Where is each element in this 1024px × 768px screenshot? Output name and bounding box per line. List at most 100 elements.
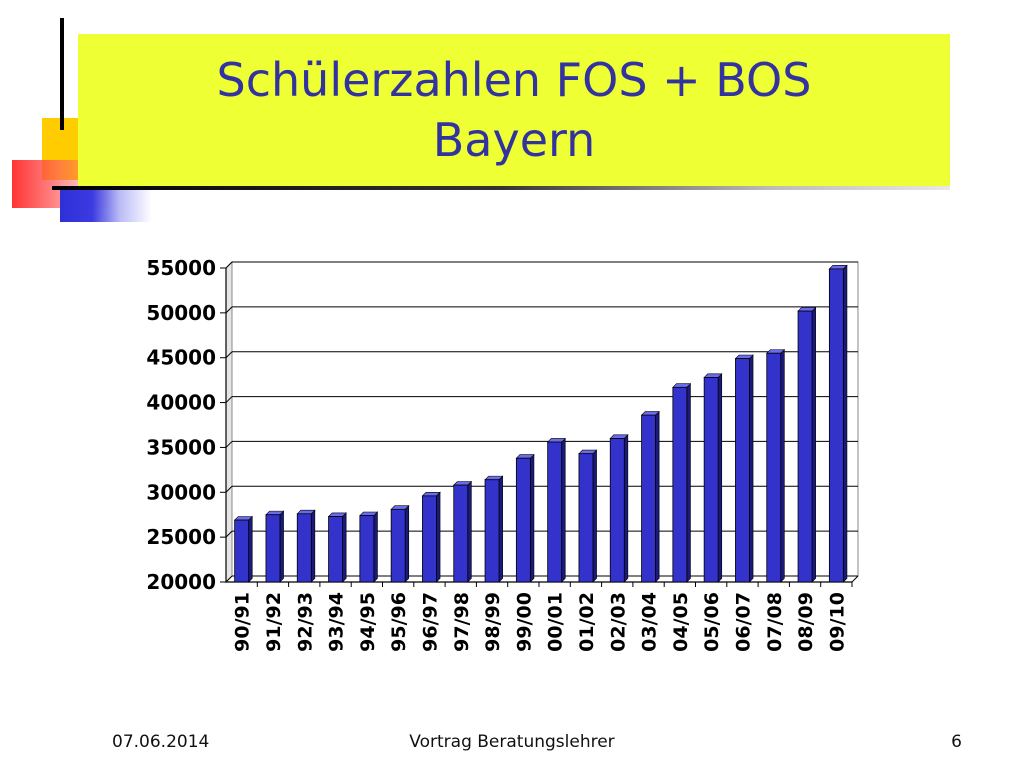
x-tick-label: 94/95 [357,592,379,652]
bar-top [233,516,253,521]
bar-side [811,306,816,583]
bar-top [327,512,347,517]
bar-top [546,438,566,443]
x-tick-label: 08/09 [795,592,817,652]
decor-blue-bar [60,186,152,222]
bar-side [780,348,785,583]
bar-side [404,505,410,583]
bar-top [578,449,598,455]
x-tick-label: 95/96 [388,592,410,652]
bar-side [373,511,378,583]
bar-top [359,511,379,516]
bar-top [484,475,504,481]
y-tick-label: 40000 [146,391,216,415]
bar [672,386,688,583]
x-tick-label: 93/94 [326,592,348,652]
bar-side [498,475,503,583]
bar-top [640,411,660,416]
bar-side [248,515,253,583]
bar [453,484,469,583]
bar [766,352,782,583]
decor-horizontal-line [52,186,950,190]
bar [296,513,312,583]
gridline-depth [225,396,233,403]
gridline-depth [225,306,233,314]
bar-top [421,491,441,497]
plot-back-wall [231,261,859,577]
decor-vertical-line [60,18,64,130]
bar-side [467,480,472,583]
y-tick-label: 30000 [146,480,216,504]
bar [234,519,250,583]
bar-side [592,449,597,583]
bar-side [279,510,284,583]
x-tick-label: 02/03 [607,592,629,652]
bar [390,508,406,583]
bar [641,414,656,583]
x-tick-label: 91/92 [263,592,285,652]
y-tick-label: 25000 [146,525,216,549]
x-tick-label: 98/99 [482,592,504,652]
x-tick-label: 99/00 [513,592,535,652]
slide-title: Schülerzahlen FOS + BOS Bayern [216,53,812,167]
bar [515,457,531,583]
bar-side [310,509,316,583]
x-tick-label: 92/93 [294,592,316,652]
bar-side [342,512,347,583]
gridline-depth [225,351,233,359]
bar-side [686,382,691,583]
bar-side [561,437,566,583]
bar-top [265,510,285,516]
bar-top [766,349,786,354]
bar [265,514,281,583]
bar [359,515,375,583]
x-tick-label: 01/02 [576,592,598,652]
bar [547,441,563,583]
x-tick-label: 07/08 [764,592,786,652]
bar-top [296,509,316,515]
x-tick-label: 04/05 [670,592,692,652]
gridline-depth [225,575,233,583]
bar [828,268,844,583]
bar-top [672,383,692,388]
y-tick-label: 35000 [146,435,216,459]
x-axis-depth [851,575,859,583]
x-tick-label: 09/10 [826,592,848,652]
bar-top [453,481,473,486]
x-tick-label: 06/07 [732,592,754,652]
bar-side [655,410,660,583]
x-tick-label: 00/01 [545,592,567,652]
bar [328,516,343,583]
bar [422,495,437,583]
bar [797,310,813,583]
bar-top [703,373,723,378]
bar-top [390,505,410,510]
page-number: 6 [951,732,962,752]
bar-top [515,454,535,459]
bar-side [717,373,723,583]
footer-date: 07.06.2014 [112,732,210,752]
x-tick-label: 97/98 [451,592,473,652]
y-tick-label: 20000 [146,570,216,594]
bar [703,377,719,583]
gridline-depth [225,441,233,448]
gridline-depth [225,485,233,493]
footer-title: Vortrag Beratungslehrer [409,732,615,752]
bar [735,358,750,583]
y-tick-label: 45000 [146,346,216,370]
bar-top [828,264,848,270]
title-banner: Schülerzahlen FOS + BOS Bayern [78,34,950,186]
x-tick-label: 05/06 [701,592,723,652]
bar-side [623,434,629,583]
bar-side [843,264,848,583]
y-tick-label: 50000 [146,301,216,325]
bar-top [734,354,754,359]
gridline-depth [225,261,233,269]
bar [484,479,500,583]
x-tick-label: 90/91 [232,592,254,652]
x-tick-label: 03/04 [639,592,661,652]
bar-top [797,307,817,312]
bar [578,453,594,583]
x-tick-label: 96/97 [419,592,441,652]
